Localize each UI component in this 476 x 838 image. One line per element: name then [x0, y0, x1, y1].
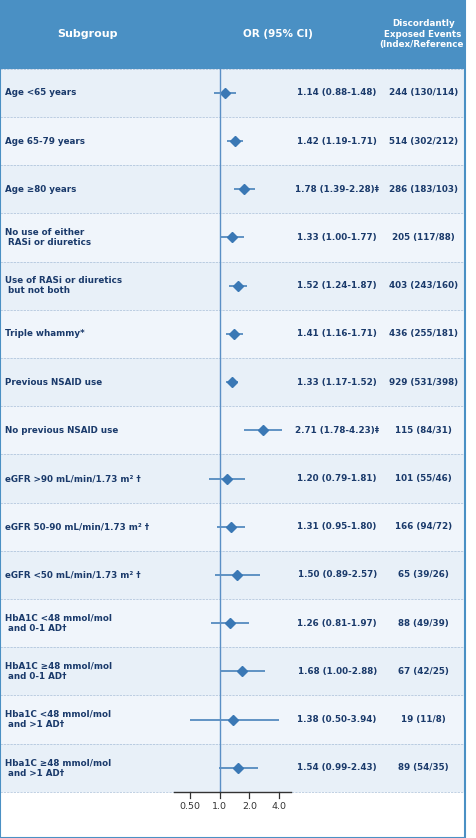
Text: Age 65-79 years: Age 65-79 years: [5, 137, 85, 146]
Bar: [0, 743, 465, 792]
Text: 1.0: 1.0: [212, 802, 227, 811]
Bar: [0, 647, 465, 696]
Text: 929 (531/398): 929 (531/398): [388, 378, 458, 386]
Bar: [0, 358, 465, 406]
Text: 2.71 (1.78-4.23)‡: 2.71 (1.78-4.23)‡: [295, 426, 379, 435]
Text: 19 (11/8): 19 (11/8): [401, 715, 446, 724]
Bar: [0, 165, 465, 214]
Text: 88 (49/39): 88 (49/39): [398, 618, 448, 628]
Text: 1.31 (0.95-1.80): 1.31 (0.95-1.80): [298, 522, 377, 531]
Bar: [0, 696, 465, 743]
Text: 205 (117/88): 205 (117/88): [392, 233, 455, 242]
Text: 1.38 (0.50-3.94): 1.38 (0.50-3.94): [298, 715, 377, 724]
Text: 2.0: 2.0: [242, 802, 257, 811]
Text: No use of either
 RASi or diuretics: No use of either RASi or diuretics: [5, 228, 91, 247]
Text: Hba1C <48 mmol/mol
 and >1 AD†: Hba1C <48 mmol/mol and >1 AD†: [5, 710, 111, 729]
Bar: [0, 503, 465, 551]
Text: 65 (39/26): 65 (39/26): [398, 571, 448, 579]
Text: 1.54 (0.99-2.43): 1.54 (0.99-2.43): [298, 763, 377, 773]
Bar: [0, 214, 465, 261]
Text: Use of RASi or diuretics
 but not both: Use of RASi or diuretics but not both: [5, 276, 122, 295]
Text: 1.68 (1.00-2.88): 1.68 (1.00-2.88): [298, 667, 377, 676]
Text: eGFR 50-90 mL/min/1.73 m² †: eGFR 50-90 mL/min/1.73 m² †: [5, 522, 149, 531]
Text: 0.50: 0.50: [179, 802, 200, 811]
Text: 1.41 (1.16-1.71): 1.41 (1.16-1.71): [297, 329, 377, 339]
Text: 1.20 (0.79-1.81): 1.20 (0.79-1.81): [298, 474, 377, 483]
Text: HbA1C <48 mmol/mol
 and 0-1 AD†: HbA1C <48 mmol/mol and 0-1 AD†: [5, 613, 112, 633]
Bar: [0, 69, 465, 117]
Text: Age ≥80 years: Age ≥80 years: [5, 184, 76, 194]
Text: Age <65 years: Age <65 years: [5, 88, 76, 97]
Text: 436 (255/181): 436 (255/181): [389, 329, 457, 339]
Text: OR (95% CI): OR (95% CI): [243, 29, 313, 39]
Text: eGFR <50 mL/min/1.73 m² †: eGFR <50 mL/min/1.73 m² †: [5, 571, 140, 579]
Text: 1.33 (1.00-1.77): 1.33 (1.00-1.77): [298, 233, 377, 242]
Text: 1.14 (0.88-1.48): 1.14 (0.88-1.48): [298, 88, 377, 97]
Bar: [0, 117, 465, 165]
Text: Hba1C ≥48 mmol/mol
 and >1 AD†: Hba1C ≥48 mmol/mol and >1 AD†: [5, 758, 111, 778]
Text: eGFR >90 mL/min/1.73 m² †: eGFR >90 mL/min/1.73 m² †: [5, 474, 140, 483]
Bar: [0, 406, 465, 454]
Text: 166 (94/72): 166 (94/72): [395, 522, 452, 531]
Text: 1.50 (0.89-2.57): 1.50 (0.89-2.57): [298, 571, 377, 579]
Text: Subgroup: Subgroup: [57, 29, 118, 39]
Text: Triple whammy*: Triple whammy*: [5, 329, 84, 339]
Bar: [0, 261, 465, 310]
Text: 514 (302/212): 514 (302/212): [388, 137, 458, 146]
Text: 101 (55/46): 101 (55/46): [395, 474, 452, 483]
Text: 286 (183/103): 286 (183/103): [389, 184, 457, 194]
Bar: [0, 0, 465, 69]
Text: 89 (54/35): 89 (54/35): [398, 763, 448, 773]
Text: 403 (243/160): 403 (243/160): [388, 282, 458, 290]
Text: No previous NSAID use: No previous NSAID use: [5, 426, 118, 435]
Text: 115 (84/31): 115 (84/31): [395, 426, 452, 435]
Text: 1.78 (1.39-2.28)‡: 1.78 (1.39-2.28)‡: [295, 184, 379, 194]
Bar: [0, 599, 465, 647]
Text: Discordantly
Exposed Events
(Index/Reference): Discordantly Exposed Events (Index/Refer…: [379, 19, 467, 49]
Bar: [0, 454, 465, 503]
Text: 4.0: 4.0: [272, 802, 287, 811]
Text: 1.42 (1.19-1.71): 1.42 (1.19-1.71): [297, 137, 377, 146]
Text: 1.52 (1.24-1.87): 1.52 (1.24-1.87): [298, 282, 377, 290]
Text: 1.26 (0.81-1.97): 1.26 (0.81-1.97): [298, 618, 377, 628]
Text: HbA1C ≥48 mmol/mol
 and 0-1 AD†: HbA1C ≥48 mmol/mol and 0-1 AD†: [5, 662, 112, 681]
Bar: [0, 310, 465, 358]
Text: 67 (42/25): 67 (42/25): [398, 667, 448, 676]
Text: 1.33 (1.17-1.52): 1.33 (1.17-1.52): [297, 378, 377, 386]
Text: 244 (130/114): 244 (130/114): [388, 88, 458, 97]
Bar: [0, 551, 465, 599]
Text: Previous NSAID use: Previous NSAID use: [5, 378, 102, 386]
